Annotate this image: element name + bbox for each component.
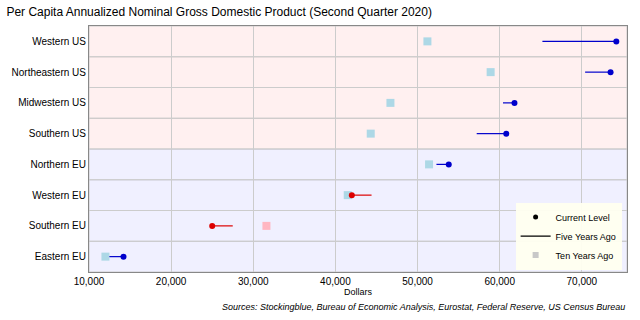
svg-text:10,000: 10,000 xyxy=(74,276,105,287)
svg-text:70,000: 70,000 xyxy=(567,276,598,287)
svg-text:Midwestern US: Midwestern US xyxy=(18,97,86,108)
svg-text:Western EU: Western EU xyxy=(32,190,86,201)
svg-text:Southern EU: Southern EU xyxy=(29,220,86,231)
svg-text:Northern EU: Northern EU xyxy=(30,159,86,170)
svg-text:30,000: 30,000 xyxy=(238,276,269,287)
svg-text:Per Capita Annualized Nominal: Per Capita Annualized Nominal Gross Dome… xyxy=(6,5,432,19)
svg-text:Current Level: Current Level xyxy=(556,213,610,223)
svg-text:Ten Years Ago: Ten Years Ago xyxy=(556,251,614,261)
svg-text:Eastern EU: Eastern EU xyxy=(35,251,86,262)
svg-text:60,000: 60,000 xyxy=(484,276,515,287)
svg-text:Five Years Ago: Five Years Ago xyxy=(556,232,616,242)
svg-text:Dollars: Dollars xyxy=(344,287,373,297)
svg-text:50,000: 50,000 xyxy=(402,276,433,287)
svg-text:20,000: 20,000 xyxy=(156,276,187,287)
svg-text:40,000: 40,000 xyxy=(320,276,351,287)
svg-text:Western US: Western US xyxy=(32,36,86,47)
svg-text:Southern US: Southern US xyxy=(29,128,87,139)
svg-text:Sources: Stockingblue, Bureau: Sources: Stockingblue, Bureau of Economi… xyxy=(222,302,625,312)
svg-text:Northeastern US: Northeastern US xyxy=(12,67,87,78)
